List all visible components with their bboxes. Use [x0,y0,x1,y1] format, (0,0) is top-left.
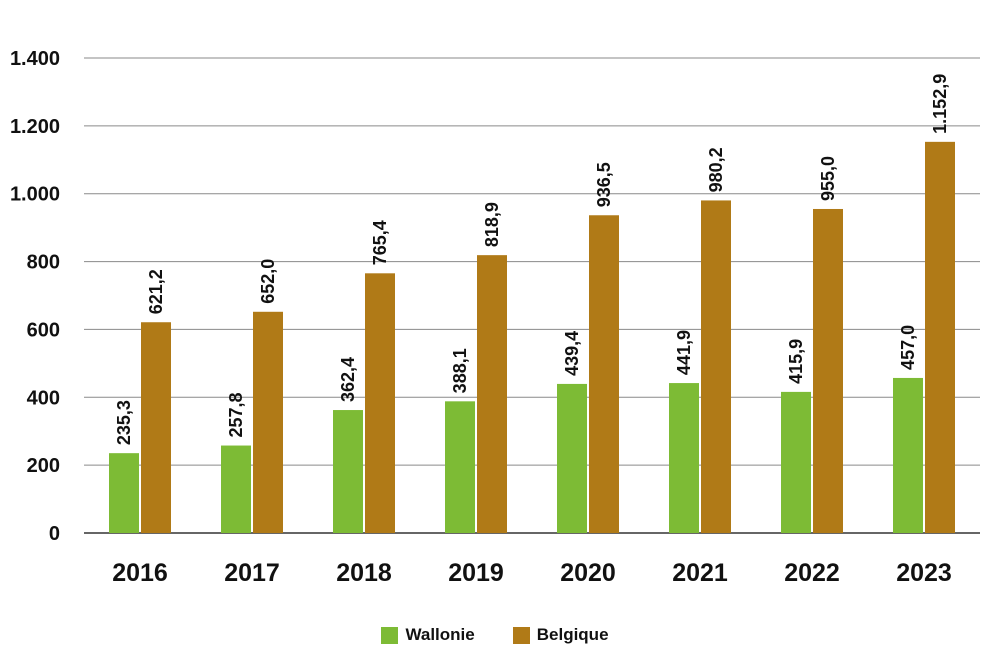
data-label: 439,4 [562,331,582,376]
bar-belgique-2021 [701,200,731,534]
y-tick-label: 1.200 [10,116,60,138]
x-axis: 2016 2017 2018 2019 2020 2021 2022 2023 [112,559,952,587]
y-tick-label: 1.000 [10,184,60,206]
bar-wallonie-2019 [445,401,475,533]
bar-wallonie-2020 [557,383,587,533]
bar-wallonie-2021 [669,383,699,533]
bar-wallonie-2022 [781,391,811,533]
x-tick-label: 2023 [896,559,952,587]
x-tick-label: 2021 [672,559,728,587]
data-label: 1.152,9 [930,74,950,134]
bar-wallonie-2016 [109,453,139,533]
bar-belgique-2016 [141,322,171,533]
y-tick-label: 400 [27,387,60,409]
data-label: 441,9 [674,330,694,375]
data-label: 257,8 [226,392,246,437]
y-axis: 0 200 400 600 800 1.000 1.200 1.400 [10,48,60,545]
bar-wallonie-2017 [221,445,251,533]
bar-belgique-2018 [365,273,395,533]
bar-wallonie-2018 [333,410,363,533]
data-label: 621,2 [146,269,166,314]
legend-item-wallonie: Wallonie [381,625,475,645]
y-tick-label: 200 [27,455,60,477]
data-label: 235,3 [114,400,134,445]
y-tick-label: 1.400 [10,48,60,70]
bar-belgique-2023 [925,141,955,533]
data-label: 652,0 [258,259,278,304]
data-label: 765,4 [370,220,390,265]
data-labels: 235,3 621,2 257,8 652,0 362,4 765,4 388,1 818,9… [114,74,950,445]
legend-label-belgique: Belgique [536,625,609,644]
x-tick-label: 2020 [560,559,616,587]
bar-belgique-2020 [589,215,619,534]
x-tick-label: 2022 [784,559,840,587]
legend-swatch-belgique [512,626,530,644]
legend-swatch-wallonie [381,626,399,644]
bar-belgique-2017 [253,311,283,533]
gridlines [84,57,980,534]
bars [109,141,955,534]
x-tick-label: 2019 [448,559,504,587]
data-label: 457,0 [898,325,918,370]
y-tick-label: 0 [49,523,60,545]
legend: Wallonie Belgique [0,620,990,650]
legend-label-wallonie: Wallonie [405,625,475,644]
legend-item-belgique: Belgique [512,625,609,645]
x-tick-label: 2017 [224,559,280,587]
y-tick-label: 600 [27,319,60,341]
bar-belgique-2019 [477,255,507,533]
x-tick-label: 2016 [112,559,168,587]
data-label: 955,0 [818,156,838,201]
data-label: 818,9 [482,202,502,247]
data-label: 362,4 [338,357,358,402]
data-label: 980,2 [706,147,726,192]
data-label: 388,1 [450,348,470,393]
y-tick-label: 800 [27,252,60,274]
data-label: 415,9 [786,339,806,384]
bar-wallonie-2023 [893,377,923,533]
bar-belgique-2022 [813,208,843,533]
data-label: 936,5 [594,162,614,207]
x-tick-label: 2018 [336,559,392,587]
